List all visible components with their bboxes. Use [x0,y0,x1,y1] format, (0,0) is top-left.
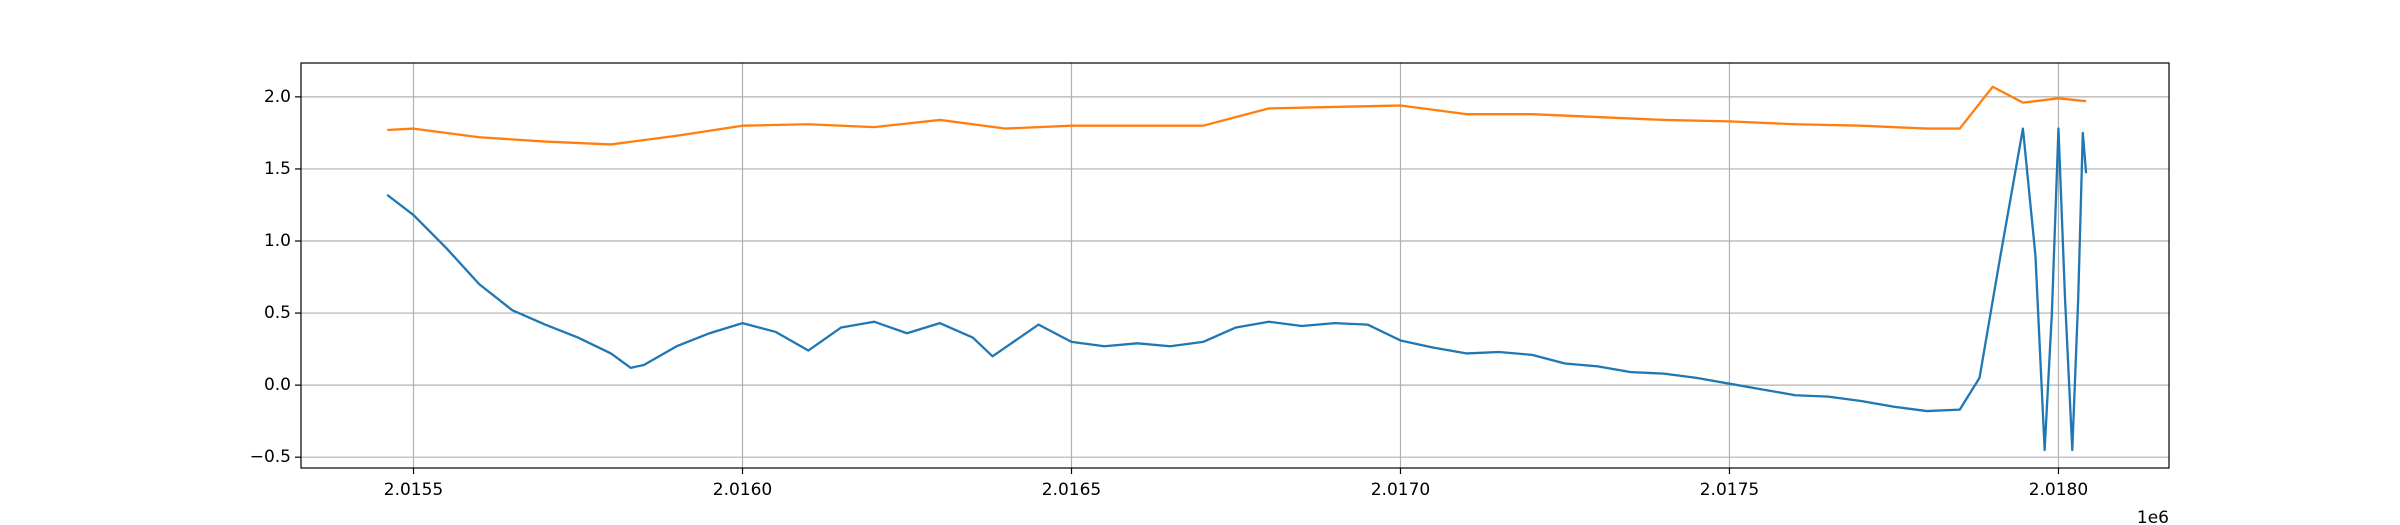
x-tick-label: 2.0175 [1700,480,1759,500]
x-tick-label: 2.0160 [713,480,772,500]
y-tick-label: 1.5 [264,159,291,179]
x-offset-label: 1e6 [2137,508,2169,525]
y-tick-label: 0.0 [264,375,291,395]
y-tick-label: 0.5 [264,303,291,323]
x-tick-label: 2.0165 [1042,480,1101,500]
series-line [387,85,2087,146]
y-tick-label: −0.5 [250,447,291,467]
x-tick-label: 2.0180 [2029,480,2088,500]
y-tick-label: 2.0 [264,87,291,107]
x-tick-label: 2.0155 [384,480,443,500]
y-tick-label: 1.0 [264,231,291,251]
series-line [386,127,2088,452]
x-tick-label: 2.0170 [1371,480,1430,500]
plot-frame [300,62,2170,469]
